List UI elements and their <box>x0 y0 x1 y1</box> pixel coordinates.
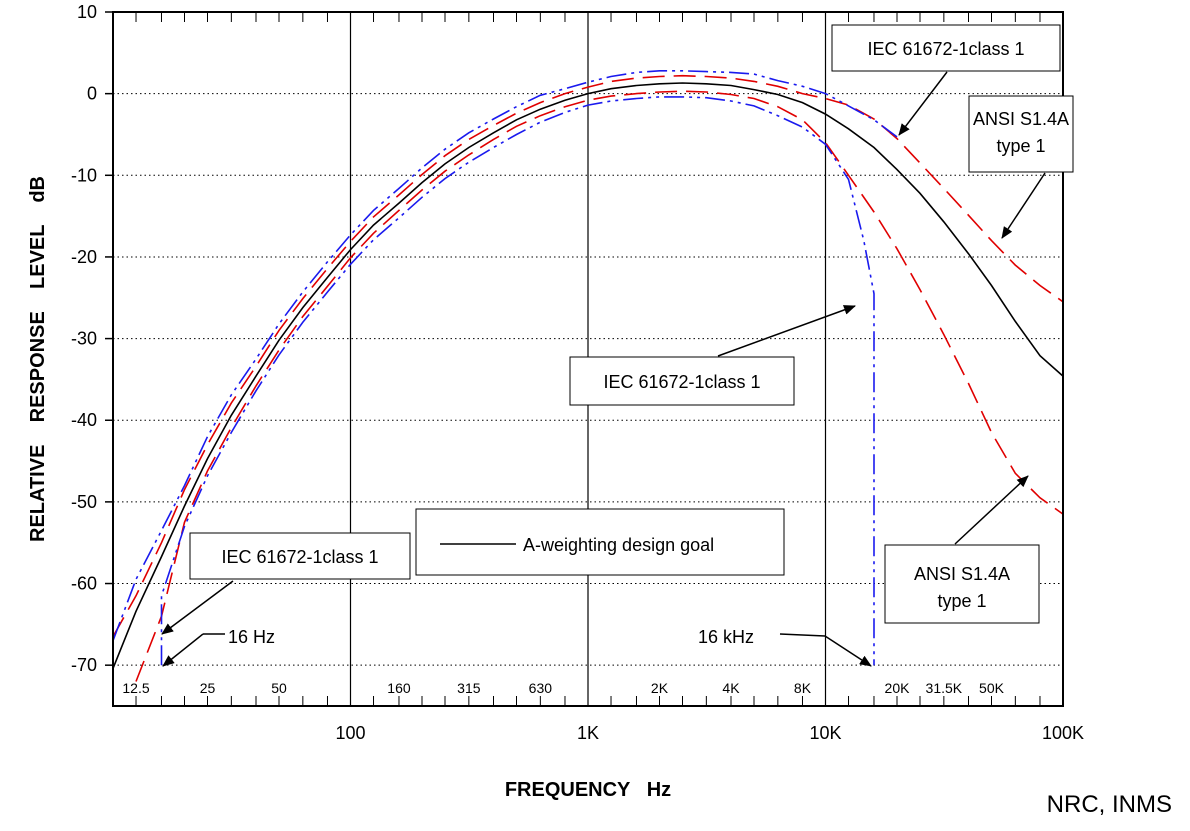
credit-text: NRC, INMS <box>1046 791 1172 818</box>
series-line-0 <box>112 82 1064 669</box>
x-tick-label: 1K <box>577 723 599 743</box>
y-axis-title: RELATIVE RESPONSE LEVEL dB <box>27 176 49 542</box>
y-tick-label: 0 <box>87 84 97 104</box>
band-label: 4K <box>722 680 740 696</box>
arrow-ansi-top <box>1001 172 1046 239</box>
arrow-ansi-bottom <box>954 475 1029 545</box>
credit-label: NRC, INMS <box>1047 791 1172 819</box>
ticks <box>105 11 1041 706</box>
x-tick-label: 10K <box>809 723 841 743</box>
legend-label: A-weighting design goal <box>523 535 714 555</box>
x-tick-label: 100 <box>335 723 365 743</box>
arrow-16khz <box>824 635 872 667</box>
band-label: 315 <box>457 680 481 696</box>
y-tick-label: -40 <box>71 410 97 430</box>
annotation-ansi-bottom-line1: ANSI S1.4A <box>914 564 1010 584</box>
annotation-16hz: 16 Hz <box>228 627 275 647</box>
band-label: 12.5 <box>122 680 149 696</box>
y-tick-label: -30 <box>71 329 97 349</box>
series-line-2 <box>112 74 1064 637</box>
band-label: 630 <box>529 680 553 696</box>
band-label: 160 <box>387 680 411 696</box>
y-tick-label: -20 <box>71 247 97 267</box>
band-label: 8K <box>794 680 812 696</box>
band-label: 20K <box>885 680 911 696</box>
series-line-1 <box>135 90 1064 682</box>
hz16-label-bg <box>226 622 306 652</box>
arrow-16hz <box>162 633 204 667</box>
y-tick-label: 10 <box>77 2 97 22</box>
band-label: 31.5K <box>926 680 963 696</box>
band-label: 2K <box>651 680 669 696</box>
series-layer <box>112 70 1064 682</box>
band-label: 25 <box>200 680 216 696</box>
arrow-iec-top <box>898 71 948 136</box>
y-tick-label: -10 <box>71 165 97 185</box>
series-line-3 <box>160 96 875 666</box>
annotation-ansi-bottom: ANSI S1.4A type 1 <box>884 544 1040 624</box>
arrow-iec-left <box>161 580 234 635</box>
x-tick-label: 100K <box>1042 723 1084 743</box>
annotation-iec-left: IEC 61672-1class 1 <box>189 532 411 580</box>
annotation-arrows <box>161 71 1046 667</box>
y-tick-label: -50 <box>71 492 97 512</box>
annotation-ansi-top-line1: ANSI S1.4A <box>973 109 1069 129</box>
band-label: 50 <box>271 680 287 696</box>
annotation-iec-top: IEC 61672-1class 1 <box>831 24 1061 72</box>
annotation-ansi-top: ANSI S1.4A type 1 <box>968 95 1074 173</box>
band-label: 50K <box>979 680 1005 696</box>
annotation-ansi-top-line2: type 1 <box>996 136 1045 156</box>
annotation-iec-mid-text: IEC 61672-1class 1 <box>603 372 760 392</box>
grid <box>113 12 1063 706</box>
x-axis-title: FREQUENCY Hz <box>505 779 671 801</box>
annotation-iec-mid: IEC 61672-1class 1 <box>569 356 795 406</box>
khz16-label-bg <box>692 621 778 651</box>
y-tick-label: -60 <box>71 574 97 594</box>
annotation-16khz: 16 kHz <box>698 627 754 647</box>
arrow-iec-mid <box>717 305 856 357</box>
annotation-iec-left-text: IEC 61672-1class 1 <box>221 547 378 567</box>
annotation-ansi-bottom-line2: type 1 <box>937 591 986 611</box>
annotation-iec-top-text: IEC 61672-1class 1 <box>867 39 1024 59</box>
series-line-4 <box>112 70 898 641</box>
legend: A-weighting design goal <box>415 508 785 576</box>
arrow-16khz-line <box>779 633 826 637</box>
y-tick-label: -70 <box>71 655 97 675</box>
